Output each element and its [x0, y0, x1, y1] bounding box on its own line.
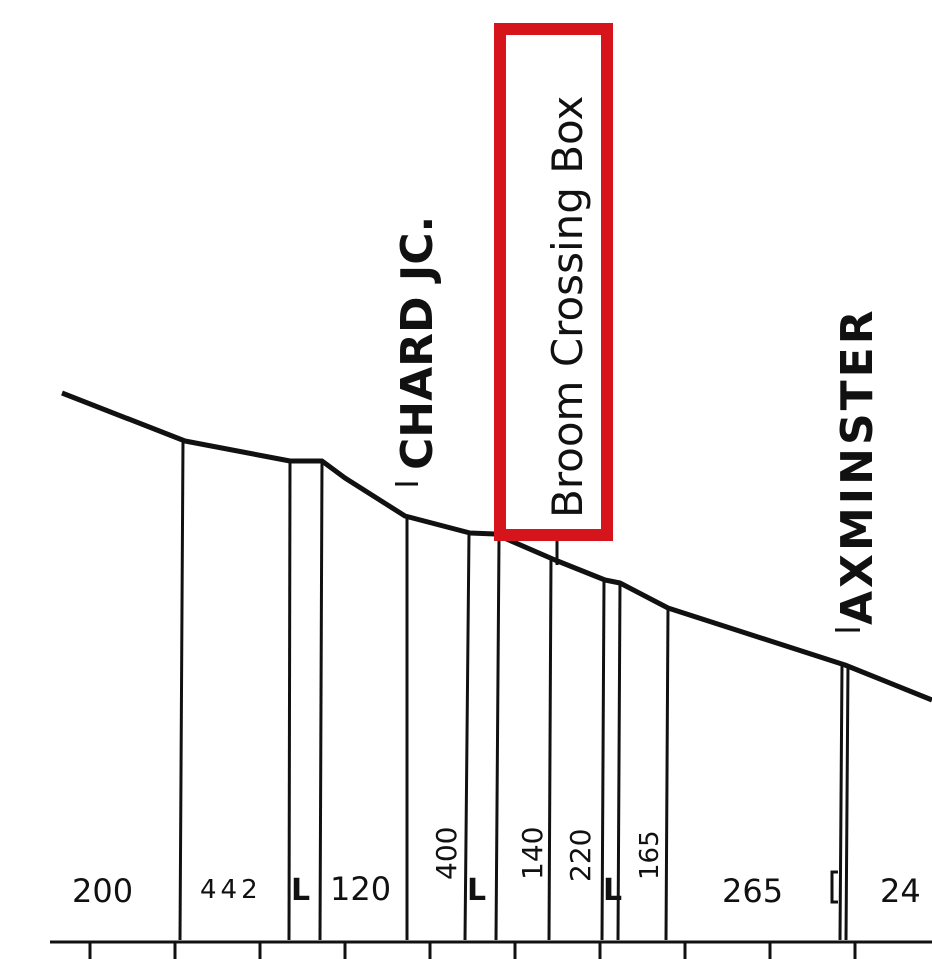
- gradient-label: 400: [430, 827, 463, 880]
- gradient-profile-line: [61, 390, 932, 703]
- gradient-label: 140: [516, 827, 549, 880]
- gradient-labels: 200 442 L 120 400 L 140 220 L 165 265 24: [72, 827, 921, 910]
- gradient-post: [616, 582, 622, 941]
- gradient-post: [838, 664, 844, 941]
- station-label-axminster: AXMINSTER: [832, 307, 883, 625]
- gradient-post: [600, 579, 606, 941]
- gradient-label: L: [291, 873, 310, 908]
- gradient-post: [178, 440, 185, 941]
- gradient-post: [463, 532, 471, 941]
- gradient-label: 120: [330, 870, 391, 908]
- gradient-post: [494, 539, 501, 941]
- gradient-post: [547, 557, 553, 941]
- highlight-box: [494, 23, 613, 541]
- axminster-bracket: [830, 870, 838, 904]
- station-label-broom: Broom Crossing Box: [543, 96, 592, 518]
- station-label-chard: CHARD JC.: [392, 216, 443, 470]
- gradient-label: 220: [564, 829, 597, 882]
- gradient-label: L: [467, 873, 486, 908]
- gradient-label: L: [603, 873, 622, 908]
- gradient-label: 442: [200, 875, 262, 905]
- gradient-label: 165: [635, 830, 665, 880]
- gradient-post: [318, 460, 324, 941]
- gradient-label: 265: [722, 872, 783, 910]
- gradient-post: [664, 607, 670, 941]
- gradient-label: 24: [880, 872, 921, 910]
- gradient-label: 200: [72, 872, 133, 910]
- gradient-post: [844, 664, 850, 941]
- gradient-post: [287, 460, 292, 941]
- gradient-posts: [178, 440, 850, 941]
- distance-baseline: [50, 940, 932, 959]
